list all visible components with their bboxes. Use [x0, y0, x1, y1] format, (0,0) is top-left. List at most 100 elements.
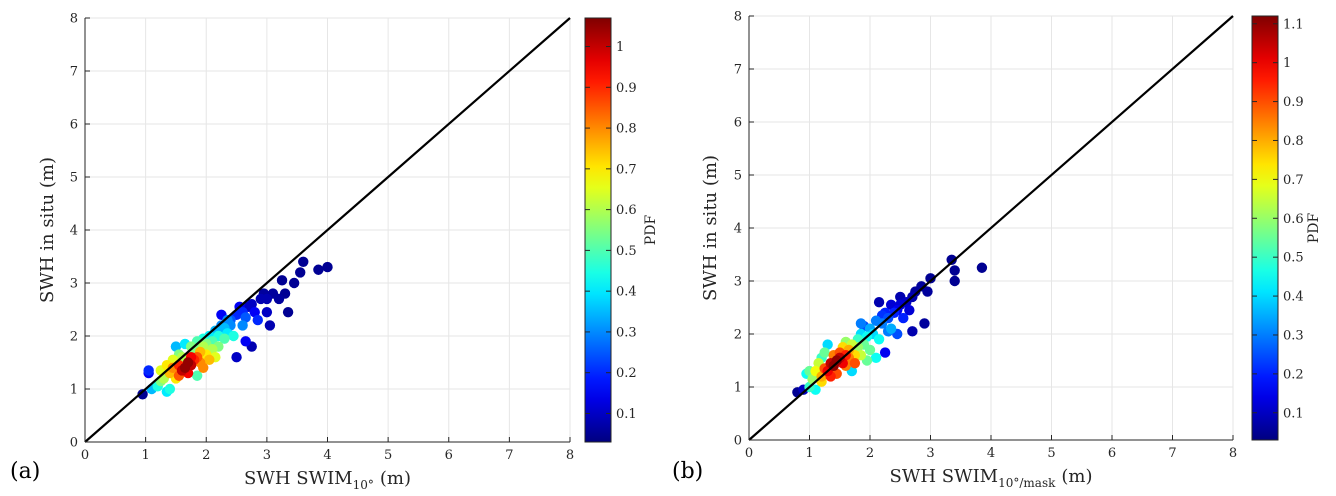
x-tick-label: 0 — [81, 448, 89, 463]
x-tick-label: 4 — [987, 446, 995, 461]
y-tick-label: 7 — [70, 65, 78, 80]
y-axis-label: SWH in situ (m) — [37, 157, 58, 303]
colorbar — [585, 18, 611, 442]
data-point — [283, 307, 293, 317]
x-axis-label: SWH SWIM10°/mask (m) — [889, 466, 1092, 490]
colorbar-tick-label: 0.2 — [1283, 367, 1304, 382]
x-tick-label: 7 — [505, 448, 513, 463]
x-tick-label: 5 — [384, 448, 392, 463]
data-point — [950, 276, 960, 286]
x-tick-label: 5 — [1047, 446, 1055, 461]
colorbar-tick-label: 0.4 — [1283, 290, 1304, 305]
colorbar-tick-label: 0.3 — [1283, 328, 1304, 343]
y-tick-label: 7 — [734, 63, 742, 78]
x-axis-label-unit: (m) — [1061, 466, 1092, 487]
x-tick-label: 2 — [202, 448, 210, 463]
colorbar-tick-label: 0.9 — [1283, 95, 1304, 110]
data-point — [919, 318, 929, 328]
chart-panel-a: 0 1 2 3 4 5 6 7 8 0 1 2 3 4 5 6 7 8 SWH SWIM10° (m) SWH in s… — [10, 12, 659, 493]
y-tick-label: 8 — [70, 12, 78, 27]
colorbar-tick-label: 1.1 — [1283, 17, 1304, 32]
data-point — [262, 294, 272, 304]
x-tick-label: 3 — [263, 448, 271, 463]
x-tick-label: 8 — [1229, 446, 1237, 461]
y-tick-label: 5 — [734, 169, 742, 184]
x-axis-label-main: SWH SWIM — [889, 466, 998, 487]
y-tick-label: 0 — [734, 434, 742, 449]
colorbar-tick-label: 1 — [616, 40, 624, 55]
colorbar-tick-label: 0.2 — [616, 366, 637, 381]
x-tick-label: 6 — [445, 448, 453, 463]
y-tick-label: 2 — [734, 328, 742, 343]
x-tick-label: 3 — [926, 446, 934, 461]
data-point — [143, 365, 153, 375]
data-point — [265, 320, 275, 330]
data-point — [865, 345, 875, 355]
data-point — [907, 326, 917, 336]
data-point — [298, 257, 308, 267]
y-tick-label: 3 — [70, 277, 78, 292]
y-tick-label: 5 — [70, 171, 78, 186]
x-tick-label: 0 — [745, 446, 753, 461]
colorbar-tick-label: 0.1 — [1283, 406, 1304, 421]
colorbar-tick-label: 0.7 — [616, 162, 637, 177]
data-point — [277, 275, 287, 285]
colorbar-tick-label: 0.7 — [1283, 173, 1304, 188]
data-point — [289, 278, 299, 288]
data-point — [898, 313, 908, 323]
data-point — [231, 352, 241, 362]
x-axis-label: SWH SWIM10° (m) — [244, 468, 411, 492]
data-point — [856, 318, 866, 328]
data-point — [183, 357, 193, 367]
colorbar — [1252, 16, 1278, 440]
y-tick-label: 2 — [70, 330, 78, 345]
colorbar-tick-label: 0.9 — [616, 81, 637, 96]
colorbar-tick-label: 0.5 — [616, 244, 637, 259]
data-point — [253, 315, 263, 325]
data-point — [322, 262, 332, 272]
x-tick-label: 6 — [1108, 446, 1116, 461]
x-axis-label-subscript: 10° — [353, 478, 374, 492]
colorbar-tick-label: 0.6 — [1283, 212, 1304, 227]
data-point — [295, 267, 305, 277]
colorbar-tick-label: 0.6 — [616, 203, 637, 218]
panel-label: (b) — [672, 459, 703, 484]
colorbar-label: PDF — [643, 215, 659, 246]
data-point — [165, 384, 175, 394]
x-axis-label-subscript: 10°/mask — [998, 476, 1056, 490]
x-axis-label-unit: (m) — [380, 468, 411, 489]
x-tick-label: 4 — [323, 448, 331, 463]
data-point — [874, 297, 884, 307]
x-tick-label: 8 — [566, 448, 574, 463]
data-point — [977, 263, 987, 273]
x-tick-label: 7 — [1168, 446, 1176, 461]
data-point — [874, 334, 884, 344]
y-tick-label: 4 — [70, 224, 78, 239]
y-tick-label: 6 — [734, 116, 742, 131]
colorbar-tick-label: 0.5 — [1283, 251, 1304, 266]
x-tick-label: 1 — [805, 446, 813, 461]
x-axis-label-main: SWH SWIM — [244, 468, 353, 489]
y-tick-label: 4 — [734, 222, 742, 237]
y-tick-label: 1 — [734, 381, 742, 396]
y-tick-label: 1 — [70, 383, 78, 398]
y-tick-label: 6 — [70, 118, 78, 133]
y-tick-label: 0 — [70, 436, 78, 451]
data-point — [274, 294, 284, 304]
y-tick-label: 3 — [734, 275, 742, 290]
x-tick-label: 1 — [141, 448, 149, 463]
x-tick-label: 2 — [866, 446, 874, 461]
data-point — [198, 363, 208, 373]
data-point — [240, 336, 250, 346]
data-point — [850, 358, 860, 368]
data-point — [237, 320, 247, 330]
colorbar-tick-label: 0.8 — [616, 122, 637, 137]
data-point — [228, 331, 238, 341]
data-point — [313, 265, 323, 275]
data-point — [886, 324, 896, 334]
colorbar-tick-label: 0.1 — [616, 407, 637, 422]
data-point — [819, 347, 829, 357]
panel-label: (a) — [10, 459, 40, 484]
